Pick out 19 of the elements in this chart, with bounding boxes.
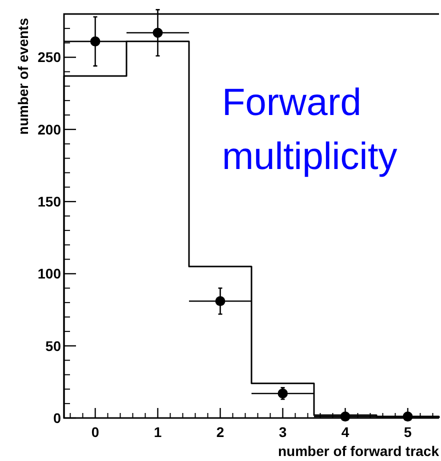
point xyxy=(278,388,288,398)
y-tick-label: 100 xyxy=(38,266,62,282)
point xyxy=(90,36,100,46)
x-tick-label: 0 xyxy=(91,424,100,440)
y-tick-label: 250 xyxy=(38,49,62,66)
x-tick-label: 3 xyxy=(278,424,287,440)
y-tick-label: 150 xyxy=(38,193,62,210)
point xyxy=(152,28,163,38)
x-tick-label: 1 xyxy=(154,424,162,440)
annotation: Forward multiplicity xyxy=(222,82,398,178)
point xyxy=(215,296,226,306)
y-tick-label: 50 xyxy=(45,338,62,354)
x-axis-title: number of forward track xyxy=(278,443,440,459)
y-tick-label: 0 xyxy=(53,410,62,426)
y-axis-title: number of events xyxy=(15,18,31,135)
x-tick-label: 2 xyxy=(216,424,224,440)
x-tick-label: 4 xyxy=(341,424,350,440)
x-tick-label: 5 xyxy=(404,424,412,440)
y-tick-label: 200 xyxy=(38,121,62,138)
